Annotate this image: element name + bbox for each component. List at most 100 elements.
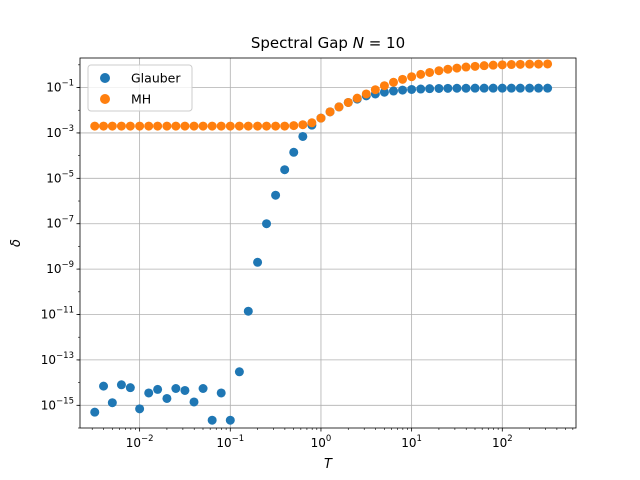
- x-tick-label: 10−2: [126, 434, 154, 450]
- data-point-glauber: [271, 190, 281, 200]
- data-point-glauber: [388, 86, 398, 96]
- x-axis-label: T: [324, 457, 333, 472]
- data-point-glauber: [135, 404, 145, 414]
- x-tick-label: 10−1: [216, 434, 244, 450]
- y-tick-label-base: 10: [41, 398, 56, 412]
- data-point-mh: [497, 60, 507, 70]
- y-tick-label: 10−7: [46, 215, 74, 231]
- points-layer: [90, 59, 553, 425]
- y-tick-label-exponent: −11: [56, 306, 74, 316]
- data-point-mh: [90, 121, 100, 131]
- data-point-mh: [434, 66, 444, 76]
- data-point-mh: [370, 85, 380, 95]
- x-tick-label: 101: [401, 434, 422, 450]
- data-point-glauber: [207, 415, 217, 425]
- data-point-glauber: [452, 83, 462, 93]
- y-axis-label: δ: [9, 239, 24, 247]
- y-tick-label: 10−15: [41, 396, 74, 412]
- x-tick-label-base: 10: [311, 436, 326, 450]
- y-tick-label-base: 10: [46, 81, 61, 95]
- data-point-mh: [343, 97, 353, 107]
- data-point-mh: [180, 121, 190, 131]
- chart-title-variable: N: [353, 34, 364, 52]
- y-tick-label-exponent: −5: [61, 169, 74, 179]
- legend-box: [87, 64, 193, 112]
- data-point-glauber: [99, 381, 109, 391]
- legend-label-mh: MH: [131, 92, 151, 107]
- legend-label-glauber: Glauber: [131, 71, 181, 86]
- data-point-glauber: [289, 147, 299, 157]
- data-point-glauber: [534, 83, 544, 93]
- y-tick-label-base: 10: [41, 353, 56, 367]
- data-point-glauber: [198, 383, 208, 393]
- data-point-glauber: [234, 367, 244, 377]
- data-point-mh: [488, 60, 498, 70]
- data-point-glauber: [543, 83, 553, 93]
- data-point-mh: [407, 72, 417, 82]
- data-point-glauber: [107, 398, 117, 408]
- data-point-mh: [298, 120, 308, 130]
- data-point-mh: [416, 69, 426, 79]
- data-point-glauber: [525, 83, 535, 93]
- y-tick-label: 10−11: [41, 306, 74, 322]
- data-point-mh: [443, 64, 453, 74]
- data-point-glauber: [461, 83, 471, 93]
- data-point-mh: [125, 121, 135, 131]
- y-tick-label-base: 10: [46, 126, 61, 140]
- y-tick-label: 10−3: [46, 124, 74, 140]
- x-tick-label-base: 10: [216, 436, 231, 450]
- data-point-mh: [99, 121, 109, 131]
- series-mh: [90, 59, 553, 131]
- data-point-mh: [171, 121, 181, 131]
- data-point-mh: [198, 121, 208, 131]
- data-point-mh: [352, 93, 362, 103]
- data-point-glauber: [488, 83, 498, 93]
- data-point-glauber: [379, 87, 389, 97]
- data-point-mh: [543, 59, 553, 69]
- data-point-mh: [280, 121, 290, 131]
- data-point-glauber: [416, 84, 426, 94]
- legend-marker-glauber: [100, 73, 110, 83]
- data-point-mh: [316, 113, 326, 123]
- x-tick-label-exponent: 2: [507, 434, 512, 444]
- data-point-mh: [379, 81, 389, 91]
- data-point-glauber: [216, 388, 226, 398]
- data-point-mh: [135, 121, 145, 131]
- y-tick-label-base: 10: [46, 217, 61, 231]
- data-point-glauber: [434, 83, 444, 93]
- series-glauber: [90, 83, 553, 425]
- data-point-mh: [116, 121, 126, 131]
- y-tick-label: 10−1: [46, 79, 74, 95]
- data-point-mh: [207, 121, 217, 131]
- x-tick-label: 102: [492, 434, 513, 450]
- data-point-mh: [470, 61, 480, 71]
- legend-marker-mh: [100, 94, 110, 104]
- y-tick-label: 10−5: [46, 169, 74, 185]
- data-point-mh: [271, 121, 281, 131]
- data-point-glauber: [243, 306, 253, 316]
- data-point-mh: [479, 61, 489, 71]
- data-point-glauber: [90, 407, 100, 417]
- x-tick-label-exponent: 1: [417, 434, 422, 444]
- data-point-glauber: [425, 84, 435, 94]
- data-point-mh: [243, 121, 253, 131]
- data-point-mh: [506, 60, 516, 70]
- y-tick-label: 10−13: [41, 351, 74, 367]
- chart-title-value: = 10: [364, 34, 405, 52]
- x-tick-label: 100: [311, 434, 332, 450]
- data-point-glauber: [171, 383, 181, 393]
- data-point-mh: [361, 89, 371, 99]
- data-point-glauber: [180, 385, 190, 395]
- data-point-glauber: [497, 83, 507, 93]
- x-tick-label-base: 10: [126, 436, 141, 450]
- data-point-mh: [307, 118, 317, 128]
- data-point-mh: [398, 74, 408, 84]
- data-point-glauber: [144, 388, 154, 398]
- x-tick-label-base: 10: [492, 436, 507, 450]
- data-point-mh: [452, 63, 462, 73]
- data-point-mh: [461, 62, 471, 72]
- data-point-glauber: [479, 83, 489, 93]
- data-point-mh: [515, 59, 525, 69]
- data-point-mh: [388, 77, 398, 87]
- data-point-mh: [153, 121, 163, 131]
